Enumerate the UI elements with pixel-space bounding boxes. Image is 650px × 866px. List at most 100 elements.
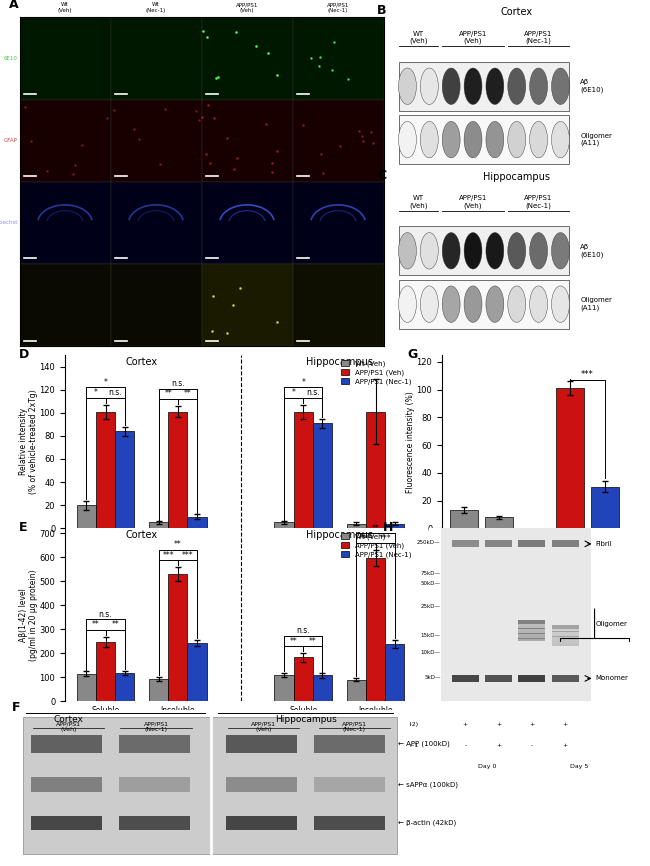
Ellipse shape [398,68,417,105]
Bar [519,675,545,682]
Bar [452,675,479,682]
Ellipse shape [530,121,547,158]
Text: Oligomer
(A11): Oligomer (A11) [580,132,612,146]
Bar [292,264,384,346]
Text: Day 0: Day 0 [471,534,493,543]
Bar [552,637,578,638]
Bar [552,625,578,646]
Text: Nec-1: Nec-1 [400,743,419,748]
Bar [31,817,103,830]
Text: ***: *** [581,370,593,378]
Text: F: F [12,701,20,714]
Bar [31,777,103,792]
Bar [366,411,385,528]
Text: 75kD—: 75kD— [421,571,441,576]
Text: **: ** [174,540,182,549]
Text: *: * [103,378,107,387]
Text: Wt
(Veh): Wt (Veh) [58,3,72,13]
Text: D: D [20,348,30,361]
Text: 250kD—: 250kD— [417,540,441,545]
Bar [118,817,190,830]
Ellipse shape [398,121,417,158]
Text: Oligomer
(A11): Oligomer (A11) [580,297,612,311]
Y-axis label: Aβ(1-42) level
(pg/ml in 20 μg protein): Aβ(1-42) level (pg/ml in 20 μg protein) [19,569,38,661]
Bar [485,517,514,528]
Text: APP/PS1
(Nec-1): APP/PS1 (Nec-1) [342,721,367,733]
Bar [519,634,545,636]
Bar [552,642,578,643]
Text: n.s.: n.s. [99,610,112,618]
Bar [313,423,332,528]
Bar [149,522,168,528]
Ellipse shape [508,286,526,322]
Text: **: ** [183,390,191,398]
Text: *: * [292,388,296,397]
Bar [441,528,592,701]
Bar [202,182,292,264]
Text: A: A [8,0,18,10]
Bar [168,411,187,528]
Text: WT
(Veh): WT (Veh) [409,30,428,44]
Bar [96,411,115,528]
Bar [366,559,385,701]
Ellipse shape [442,68,460,105]
Bar [111,17,202,100]
Bar [202,17,292,100]
Bar [115,673,135,701]
Ellipse shape [508,233,526,269]
Bar [226,777,298,792]
Ellipse shape [508,121,526,158]
Text: APP/PS1
(Veh): APP/PS1 (Veh) [459,30,488,44]
Bar [398,280,569,328]
Bar [519,629,545,631]
Text: 6E10: 6E10 [4,56,18,61]
Text: +: + [496,743,501,748]
Y-axis label: Relative intensity
(% of vehicle-treated 2xTg): Relative intensity (% of vehicle-treated… [19,390,38,494]
Bar [398,226,569,275]
Text: B: B [377,4,387,17]
Text: G: G [407,348,417,361]
Text: Nec-1: Nec-1 [528,539,551,547]
Ellipse shape [486,286,504,322]
Text: Hoechst: Hoechst [0,221,18,225]
Text: -: - [531,743,533,748]
Text: ***: *** [181,551,193,559]
Bar [519,540,545,547]
Text: APP/PS1
(Nec-1): APP/PS1 (Nec-1) [327,3,349,13]
Text: Day 5: Day 5 [576,534,599,543]
Bar [111,182,202,264]
Bar [20,264,111,346]
Bar [552,634,578,637]
Bar [346,680,366,701]
Text: Day 5: Day 5 [569,764,588,769]
Text: +: + [529,722,534,727]
Text: APP/PS1
(Veh): APP/PS1 (Veh) [459,195,488,209]
Text: n.s.: n.s. [109,388,122,397]
Bar [294,657,313,701]
Bar [149,679,168,701]
Ellipse shape [486,121,504,158]
Bar [552,644,578,646]
Text: Aβ
(6E10): Aβ (6E10) [580,80,604,93]
Text: n.s.: n.s. [306,388,320,397]
Text: 25kD—: 25kD— [421,604,441,609]
Bar [274,675,294,701]
Bar [168,574,187,701]
Ellipse shape [464,121,482,158]
Bar [485,540,512,547]
Text: ***: *** [162,551,174,559]
Bar [20,182,111,264]
Text: **: ** [372,524,380,533]
Text: **: ** [164,390,172,398]
Ellipse shape [442,233,460,269]
Text: GFAP: GFAP [4,139,18,143]
Text: n.s.: n.s. [171,379,185,388]
Ellipse shape [551,68,569,105]
Ellipse shape [421,233,438,269]
Bar [519,624,545,626]
Bar [385,524,404,528]
Text: *: * [301,378,305,387]
Legend: Wt (Veh), APP/PS1 (Veh), APP/PS1 (Nec-1): Wt (Veh), APP/PS1 (Veh), APP/PS1 (Nec-1) [339,359,413,386]
Text: WT
(Veh): WT (Veh) [409,195,428,209]
Ellipse shape [442,286,460,322]
